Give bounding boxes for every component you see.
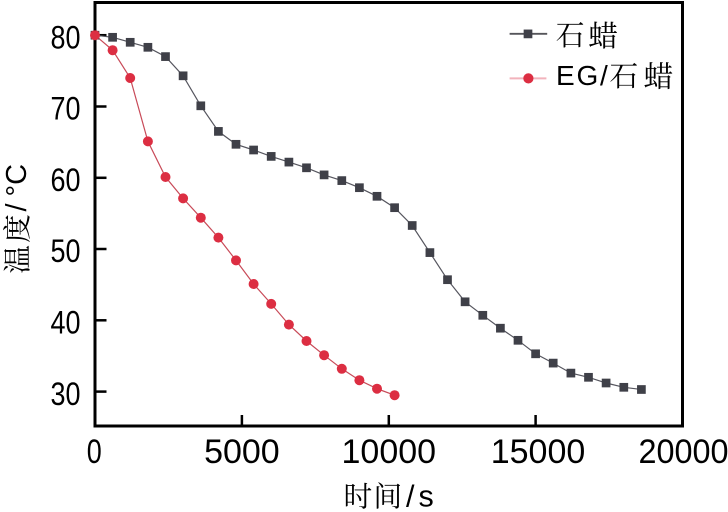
svg-text:60: 60 — [51, 162, 81, 198]
svg-text:/: / — [406, 480, 415, 512]
svg-text:0: 0 — [87, 433, 102, 471]
svg-text:40: 40 — [51, 305, 81, 341]
svg-text:EG/: EG/ — [556, 60, 610, 91]
svg-text:50: 50 — [51, 233, 81, 269]
svg-text:30: 30 — [51, 376, 81, 412]
svg-text:s: s — [419, 480, 434, 512]
svg-text:70: 70 — [51, 91, 81, 127]
svg-text:20000: 20000 — [639, 433, 728, 471]
svg-text:°C: °C — [1, 164, 33, 197]
svg-text:15000: 15000 — [491, 433, 586, 471]
svg-text:80: 80 — [51, 19, 81, 55]
svg-text:/: / — [1, 203, 33, 212]
svg-text:10000: 10000 — [342, 433, 437, 471]
svg-text:5000: 5000 — [204, 433, 280, 471]
